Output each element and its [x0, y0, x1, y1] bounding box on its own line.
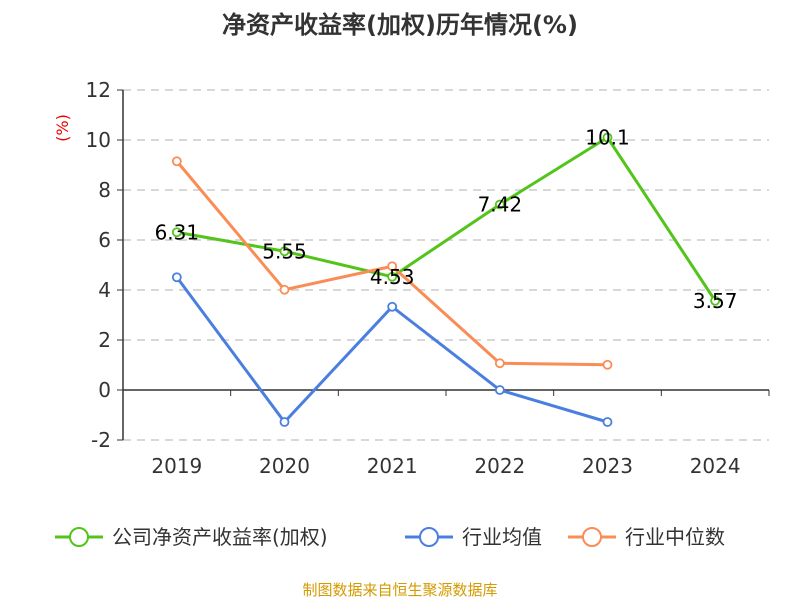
series-line-1: [175, 276, 608, 425]
data-label: 7.42: [478, 193, 523, 217]
data-point[interactable]: [171, 272, 182, 283]
data-label: 10.1: [585, 126, 630, 150]
legend-label: 行业均值: [462, 525, 542, 549]
chart-title: 净资产收益率(加权)历年情况(%): [222, 11, 578, 39]
data-point[interactable]: [494, 358, 505, 369]
x-tick-label: 2023: [582, 454, 633, 478]
data-point[interactable]: [602, 417, 613, 427]
source-note: 制图数据来自恒生聚源数据库: [302, 581, 497, 599]
data-point[interactable]: [494, 199, 505, 210]
legend-circle-icon: [69, 527, 89, 547]
data-point[interactable]: [387, 261, 398, 272]
data-point[interactable]: [171, 156, 182, 167]
y-tick-label: 10: [86, 128, 111, 152]
data-point[interactable]: [279, 284, 290, 295]
data-point[interactable]: [710, 295, 721, 306]
legend-item-0[interactable]: 公司净资产收益率(加权): [55, 525, 328, 549]
x-tick-label: 2020: [259, 454, 310, 478]
y-tick-label: 2: [98, 328, 111, 352]
y-tick-label: 4: [98, 278, 111, 302]
y-tick-label: 0: [98, 378, 111, 402]
data-point[interactable]: [171, 227, 182, 238]
data-point[interactable]: [602, 359, 613, 370]
y-axis-label: (%): [53, 114, 72, 142]
legend-item-1[interactable]: 行业均值: [405, 525, 542, 549]
data-label: 5.55: [262, 239, 307, 263]
data-label: 3.57: [693, 289, 738, 313]
x-tick-label: 2021: [367, 454, 418, 478]
y-tick-label: -2: [91, 428, 111, 452]
legend-circle-icon: [582, 527, 602, 547]
legend-label: 行业中位数: [625, 525, 725, 549]
data-point[interactable]: [279, 417, 290, 427]
legend-item-2[interactable]: 行业中位数: [568, 525, 725, 549]
data-point[interactable]: [602, 132, 613, 143]
y-tick-label: 12: [86, 78, 111, 102]
y-tick-label: 6: [98, 228, 111, 252]
data-point[interactable]: [279, 246, 290, 257]
data-label: 4.53: [370, 265, 415, 289]
data-point[interactable]: [387, 271, 398, 282]
x-tick-label: 2019: [151, 454, 202, 478]
data-label: 6.31: [155, 220, 200, 244]
data-point[interactable]: [387, 301, 398, 312]
x-tick-label: 2024: [690, 454, 741, 478]
y-tick-label: 8: [98, 178, 111, 202]
legend-label: 公司净资产收益率(加权): [112, 525, 328, 549]
x-tick-label: 2022: [474, 454, 525, 478]
legend-circle-icon: [419, 527, 439, 547]
data-point[interactable]: [494, 385, 505, 395]
series-line-0: [176, 135, 717, 302]
